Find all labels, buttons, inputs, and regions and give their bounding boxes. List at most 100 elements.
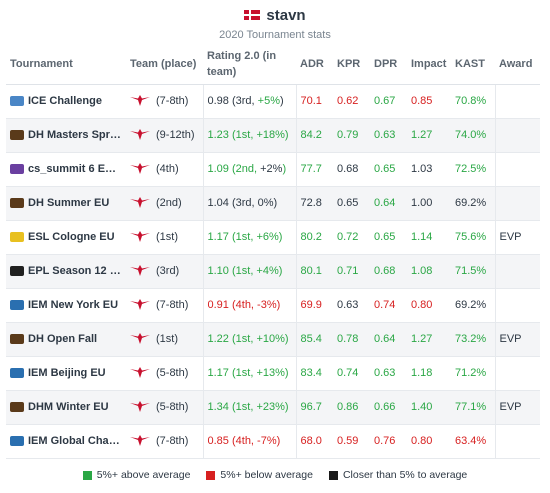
impact-value: 1.40	[411, 401, 433, 413]
player-name[interactable]: stavn	[266, 6, 306, 24]
col-header-award[interactable]: Award	[495, 44, 540, 85]
adr-cell: 83.4	[295, 356, 333, 391]
kpr-value: 0.72	[337, 231, 359, 243]
rating-delta: +13%	[256, 367, 285, 379]
impact-cell: 1.00	[407, 186, 451, 221]
astralis-logo-icon[interactable]	[130, 197, 150, 209]
col-header-adr[interactable]: ADR	[296, 44, 333, 85]
tournament-name[interactable]: DH Summer EU	[28, 197, 110, 209]
rating-delta: +23%	[256, 401, 285, 413]
col-header-impact[interactable]: Impact	[407, 44, 451, 85]
col-header-kpr[interactable]: KPR	[333, 44, 370, 85]
esl-cologne-icon	[10, 232, 24, 242]
table-row[interactable]: EPL Season 12 EU (3rd) 1.10 (1st, +4%) 80.1…	[6, 254, 540, 289]
tournament-name[interactable]: cs_summit 6 Eur…	[28, 163, 122, 175]
table-row[interactable]: IEM Beijing EU (5-8th) 1.17 (1st, +13%) 83.…	[6, 356, 540, 391]
impact-value: 1.14	[411, 231, 433, 243]
astralis-logo-icon[interactable]	[130, 95, 150, 107]
astralis-logo-icon[interactable]	[130, 129, 150, 141]
tournament-link[interactable]: cs_summit 6 Eur…	[10, 163, 122, 175]
rating-value: 1.10	[207, 265, 229, 277]
tournament-cell: ICE Challenge	[6, 84, 126, 119]
award-cell: EVP	[494, 322, 540, 357]
rating-cell: 1.17 (1st, +13%)	[202, 356, 296, 391]
table-row[interactable]: IEM New York EU (7-8th) 0.91 (4th, -3%) 69.…	[6, 288, 540, 323]
tournament-name[interactable]: ICE Challenge	[28, 95, 102, 107]
tournament-name[interactable]: IEM Beijing EU	[28, 367, 106, 379]
kast-value: 71.5%	[455, 265, 487, 277]
impact-cell: 0.85	[407, 84, 451, 119]
col-header-rating[interactable]: Rating 2.0 (in team)	[203, 44, 296, 85]
rating-cell: 1.04 (3rd, 0%)	[202, 186, 296, 221]
tournament-name[interactable]: DH Masters Spri…	[28, 129, 122, 141]
tournament-name[interactable]: EPL Season 12 EU	[28, 265, 122, 277]
tournament-link[interactable]: EPL Season 12 EU	[10, 265, 122, 277]
kpr-value: 0.79	[337, 129, 359, 141]
tournament-link[interactable]: IEM Beijing EU	[10, 367, 122, 379]
tournament-name[interactable]: DHM Winter EU	[28, 401, 109, 413]
astralis-logo-icon[interactable]	[130, 333, 150, 345]
astralis-logo-icon[interactable]	[130, 435, 150, 447]
team-cell: (7-8th)	[126, 424, 203, 459]
col-header-dpr[interactable]: DPR	[370, 44, 407, 85]
impact-value: 0.80	[411, 435, 433, 447]
tournament-link[interactable]: DHM Winter EU	[10, 401, 122, 413]
tournament-link[interactable]: IEM New York EU	[10, 299, 122, 311]
tournament-name[interactable]: IEM New York EU	[28, 299, 119, 311]
rating-value: 0.85	[207, 435, 229, 447]
table-row[interactable]: ICE Challenge (7-8th) 0.98 (3rd, +5%) 70.1 0…	[6, 84, 540, 119]
rating-rank: (1st, +4%)	[228, 265, 283, 277]
team-place: (7-8th)	[156, 95, 189, 107]
impact-value: 1.03	[411, 163, 433, 175]
table-row[interactable]: cs_summit 6 Eur… (4th) 1.09 (2nd, +2%) 77.7…	[6, 152, 540, 187]
tournament-name[interactable]: ESL Cologne EU	[28, 231, 115, 243]
kpr-cell: 0.63	[333, 288, 370, 323]
col-header-team[interactable]: Team (place)	[126, 44, 203, 85]
astralis-logo-icon[interactable]	[130, 299, 150, 311]
table-row[interactable]: DH Summer EU (2nd) 1.04 (3rd, 0%) 72.8 0.65 0…	[6, 186, 540, 221]
astralis-logo-icon[interactable]	[130, 367, 150, 379]
kpr-value: 0.74	[337, 367, 359, 379]
tournament-name[interactable]: IEM Global Chall…	[28, 435, 122, 447]
award-cell	[494, 254, 540, 289]
adr-cell: 85.4	[295, 322, 333, 357]
tournament-link[interactable]: IEM Global Chall…	[10, 435, 122, 447]
tournament-link[interactable]: ESL Cologne EU	[10, 231, 122, 243]
kast-cell: 77.1%	[451, 390, 495, 425]
rating-close-paren: )	[284, 129, 289, 141]
table-row[interactable]: ESL Cologne EU (1st) 1.17 (1st, +6%) 80.2 0.…	[6, 220, 540, 255]
tournament-name[interactable]: DH Open Fall	[28, 333, 98, 345]
table-row[interactable]: DH Masters Spri… (9-12th) 1.23 (1st, +18%)…	[6, 118, 540, 153]
dpr-value: 0.68	[374, 265, 396, 277]
award-value: EVP	[499, 333, 522, 345]
table-row[interactable]: IEM Global Chall… (7-8th) 0.85 (4th, -7%) 6…	[6, 424, 540, 459]
impact-value: 0.85	[411, 95, 433, 107]
legend-item: Closer than 5% to average	[328, 469, 467, 481]
astralis-logo-icon[interactable]	[130, 401, 150, 413]
tournament-link[interactable]: DH Masters Spri…	[10, 129, 122, 141]
dpr-cell: 0.68	[370, 254, 407, 289]
rating-close-paren: )	[279, 95, 284, 107]
astralis-logo-icon[interactable]	[130, 231, 150, 243]
astralis-logo-icon[interactable]	[130, 163, 150, 175]
table-row[interactable]: DH Open Fall (1st) 1.22 (1st, +10%) 85.4 0.7…	[6, 322, 540, 357]
kast-value: 63.4%	[455, 435, 487, 447]
col-header-kast[interactable]: KAST	[451, 44, 495, 85]
rating-delta: +6%	[256, 231, 279, 243]
tournament-link[interactable]: DH Summer EU	[10, 197, 122, 209]
astralis-logo-icon[interactable]	[130, 265, 150, 277]
legend-label: 5%+ above average	[96, 469, 191, 481]
dpr-value: 0.63	[374, 367, 396, 379]
dpr-cell: 0.63	[370, 356, 407, 391]
table-row[interactable]: DHM Winter EU (5-8th) 1.34 (1st, +23%) 96.7…	[6, 390, 540, 425]
col-header-tournament[interactable]: Tournament	[6, 44, 126, 85]
impact-value: 1.18	[411, 367, 433, 379]
tournament-link[interactable]: ICE Challenge	[10, 95, 122, 107]
tournament-link[interactable]: DH Open Fall	[10, 333, 122, 345]
kpr-value: 0.86	[337, 401, 359, 413]
tournament-cell: DH Summer EU	[6, 186, 126, 221]
kpr-cell: 0.68	[333, 152, 370, 187]
team-cell: (5-8th)	[126, 356, 203, 391]
kpr-value: 0.65	[337, 197, 359, 209]
team-place: (9-12th)	[156, 129, 195, 141]
